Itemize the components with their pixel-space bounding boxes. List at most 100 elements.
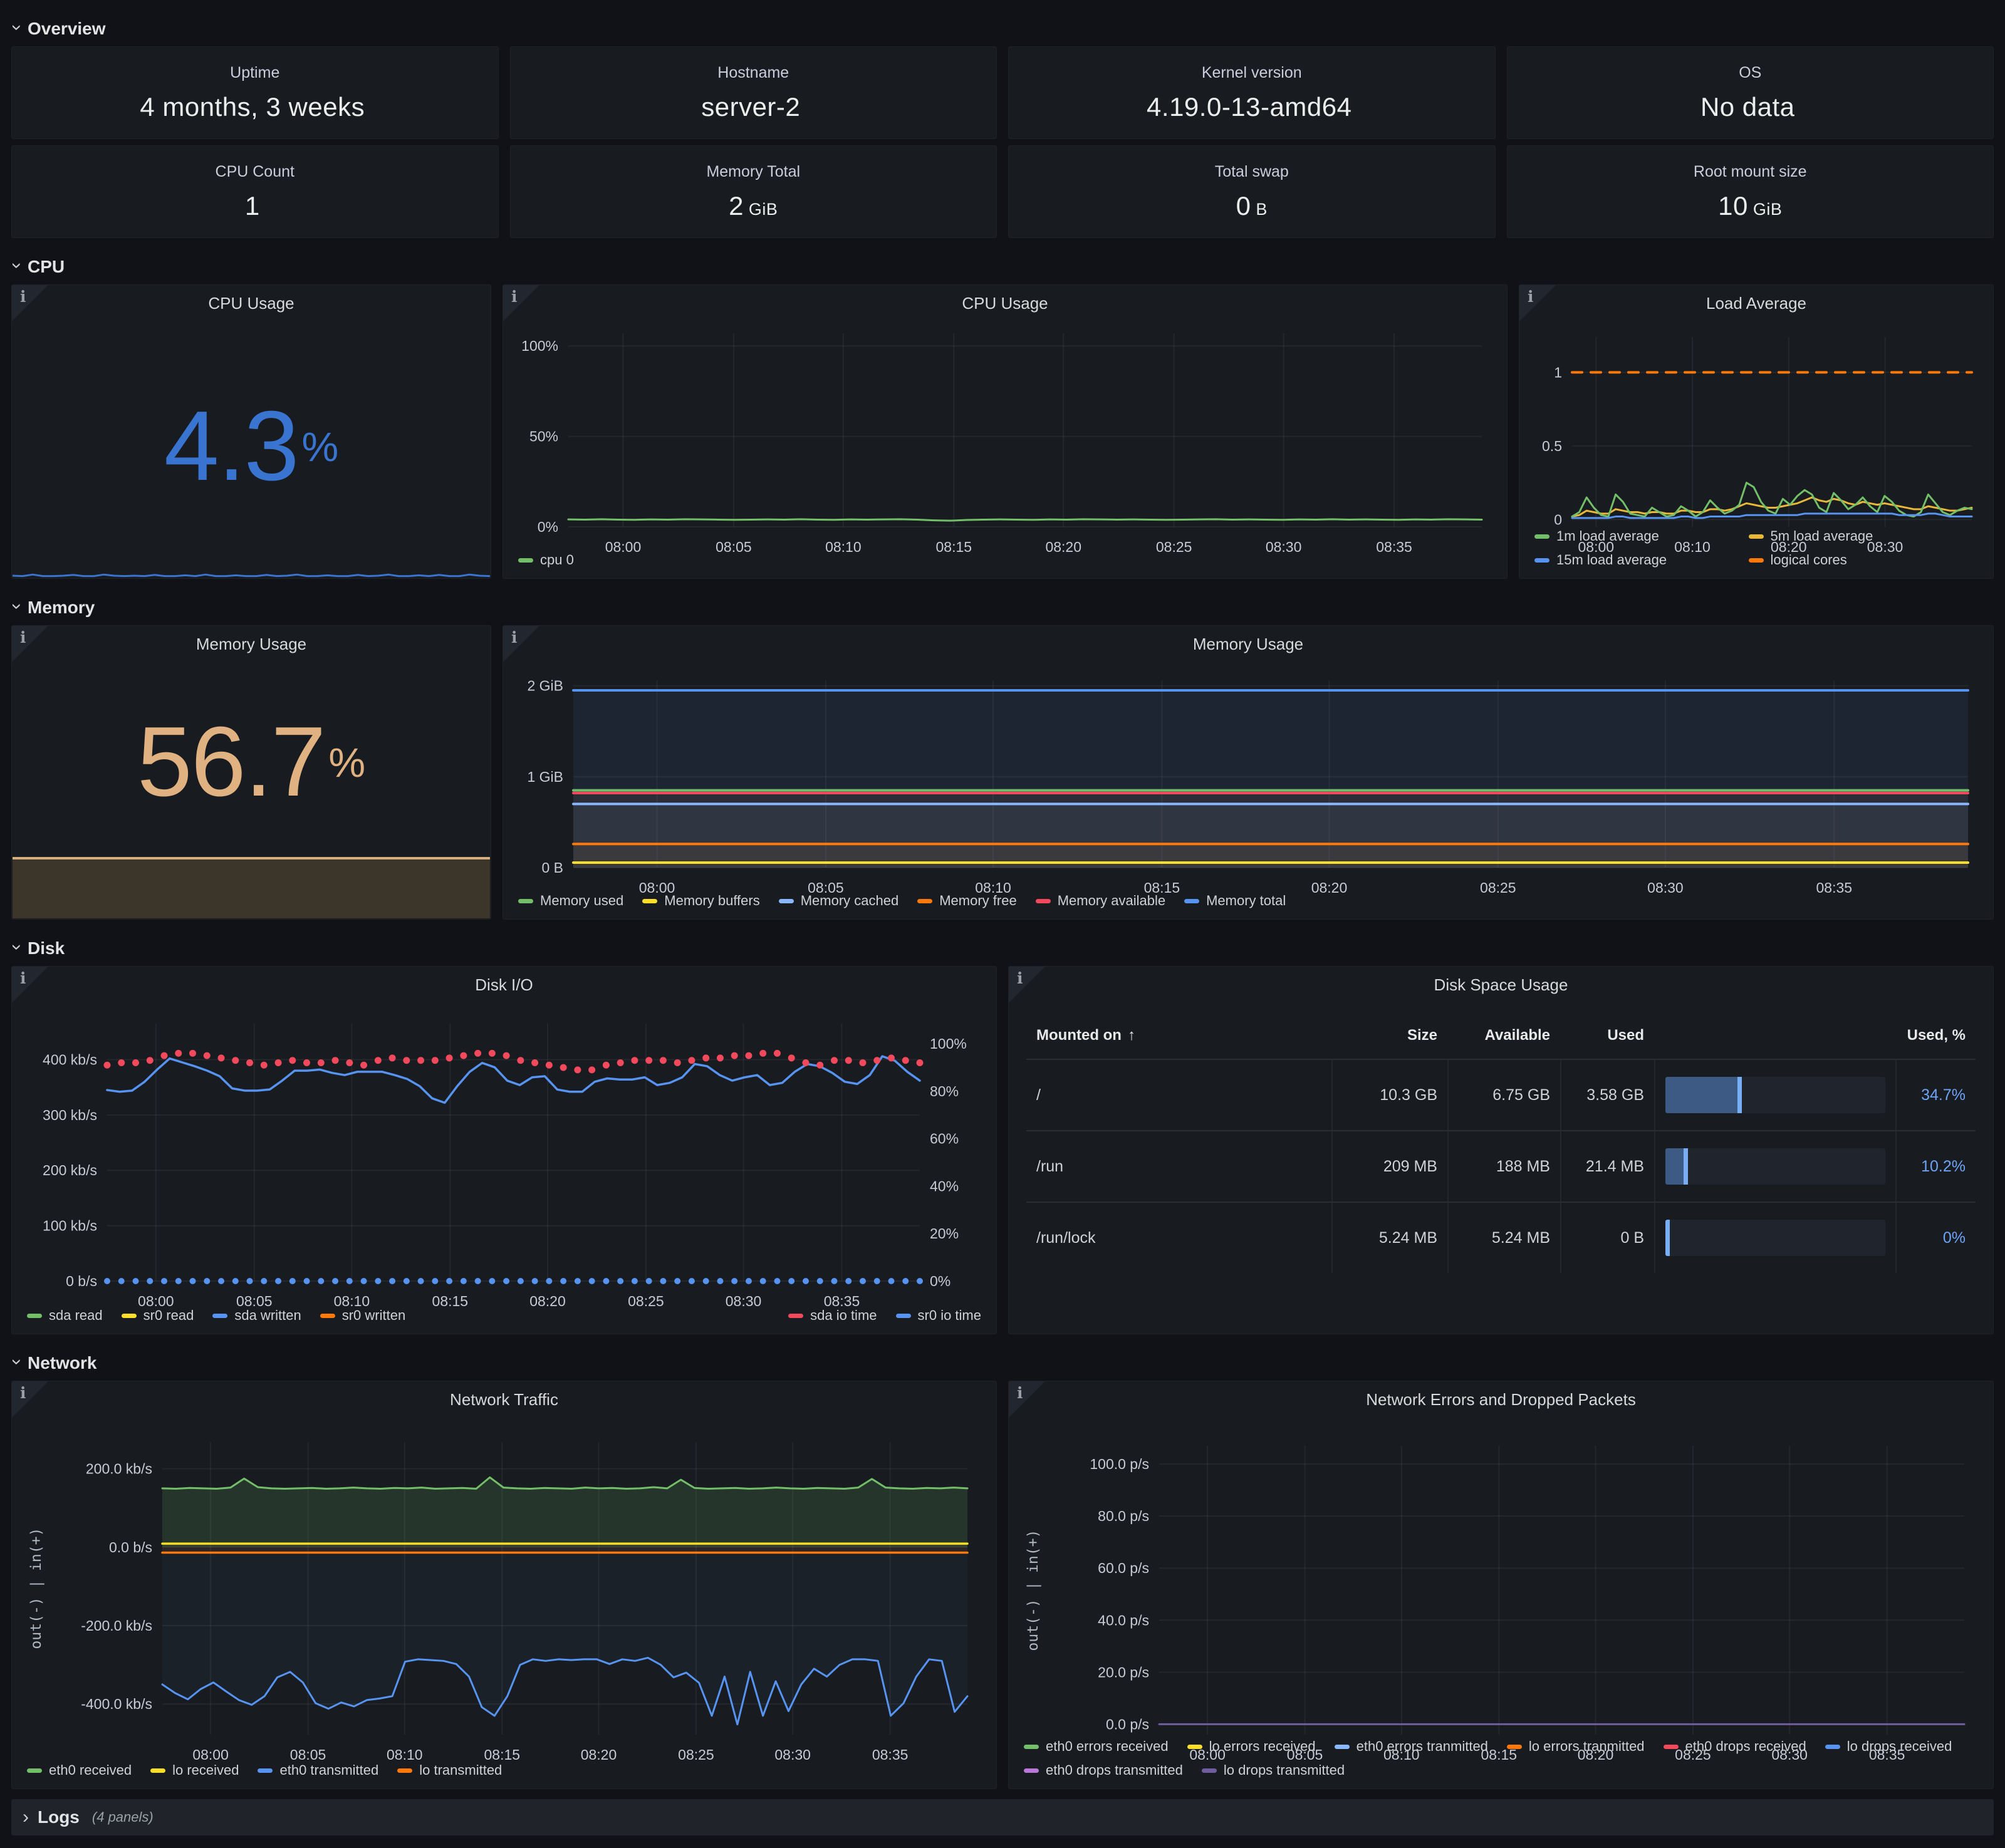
svg-text:08:10: 08:10 — [334, 1293, 370, 1309]
panel-title[interactable]: Disk Space Usage — [1009, 967, 1993, 996]
stat-value: No data — [1700, 92, 1800, 122]
stat-panel-kernel-version: Kernel version 4.19.0-13-amd64 — [1008, 46, 1496, 139]
mount-cell: /run — [1026, 1131, 1331, 1202]
cpu-usage-value: 4.3 % — [12, 314, 491, 578]
info-icon[interactable]: i — [1017, 1384, 1023, 1402]
svg-text:08:10: 08:10 — [825, 539, 862, 555]
stat-value: 4 months, 3 weeks — [140, 92, 370, 122]
panel-title[interactable]: Load Average — [1519, 285, 1993, 314]
usage-bar-track — [1665, 1077, 1885, 1113]
svg-text:0 b/s: 0 b/s — [66, 1273, 97, 1289]
info-icon[interactable]: i — [511, 628, 518, 646]
table-row: / 10.3 GB 6.75 GB 3.58 GB 34.7% — [1026, 1059, 1976, 1130]
memory-usage-plot[interactable]: 08:0008:0508:1008:1508:2008:2508:3008:35… — [503, 655, 1993, 889]
section-header-disk[interactable]: › Disk — [0, 926, 2005, 966]
disk-space-table: Mounted on↑ Size Available Used Used, % … — [1009, 996, 1993, 1273]
info-icon[interactable]: i — [20, 969, 26, 987]
column-header-mounted-on[interactable]: Mounted on↑ — [1026, 1012, 1331, 1059]
stat-label: OS — [1739, 64, 1761, 82]
svg-text:08:35: 08:35 — [824, 1293, 860, 1309]
section-header-network[interactable]: › Network — [0, 1341, 2005, 1381]
panel-info-corner[interactable] — [1009, 1381, 1045, 1418]
used-cell: 3.58 GB — [1560, 1060, 1654, 1130]
chevron-down-icon: › — [8, 262, 26, 269]
svg-text:08:35: 08:35 — [872, 1747, 909, 1763]
stat-value: 0B — [1236, 191, 1268, 221]
cpu-usage-plot[interactable]: 08:0008:0508:1008:1508:2008:2508:3008:35… — [503, 314, 1507, 548]
chart-canvas: 08:0008:0508:1008:1508:2008:2508:3008:35… — [503, 314, 1507, 564]
svg-text:100%: 100% — [521, 338, 558, 354]
svg-text:0%: 0% — [930, 1273, 950, 1289]
usage-bar-fill — [1665, 1148, 1688, 1185]
svg-text:08:15: 08:15 — [432, 1293, 469, 1309]
svg-text:08:30: 08:30 — [1266, 539, 1302, 555]
svg-text:08:20: 08:20 — [1578, 1747, 1614, 1763]
section-header-overview[interactable]: › Overview — [0, 6, 2005, 46]
chart-canvas: 08:0008:0508:1008:1508:2008:2508:3008:35… — [1009, 1411, 1993, 1775]
stat-value: 2GiB — [729, 191, 778, 221]
column-header-available[interactable]: Available — [1447, 1012, 1560, 1059]
info-icon[interactable]: i — [1528, 288, 1534, 306]
panel-info-corner[interactable] — [12, 626, 48, 662]
svg-text:100%: 100% — [930, 1036, 967, 1052]
panel-info-corner[interactable] — [12, 1381, 48, 1418]
memory-usage-fill-bar — [13, 857, 490, 918]
svg-text:08:10: 08:10 — [387, 1747, 423, 1763]
svg-text:08:25: 08:25 — [678, 1747, 714, 1763]
panel-title[interactable]: CPU Usage — [503, 285, 1507, 314]
info-icon[interactable]: i — [20, 1384, 26, 1402]
panel-info-corner[interactable] — [1009, 967, 1045, 1003]
svg-text:60%: 60% — [930, 1131, 959, 1147]
svg-text:0.0 p/s: 0.0 p/s — [1106, 1716, 1149, 1732]
panel-info-corner[interactable] — [503, 626, 539, 662]
panel-title[interactable]: Memory Usage — [503, 626, 1993, 655]
info-icon[interactable]: i — [1017, 969, 1023, 987]
column-header-used[interactable]: Used — [1560, 1012, 1654, 1059]
panel-info-corner[interactable] — [1519, 285, 1556, 321]
disk-io-plot[interactable]: 08:0008:0508:1008:1508:2008:2508:3008:35… — [12, 996, 996, 1304]
section-title: Network — [28, 1353, 96, 1373]
info-icon[interactable]: i — [20, 288, 26, 306]
load-average-plot[interactable]: 08:0008:1008:2008:3000.51 — [1519, 314, 1993, 524]
svg-text:80.0 p/s: 80.0 p/s — [1098, 1508, 1149, 1524]
column-header-size[interactable]: Size — [1331, 1012, 1447, 1059]
svg-text:08:20: 08:20 — [1311, 880, 1348, 896]
panel-info-corner[interactable] — [12, 967, 48, 1003]
svg-text:08:30: 08:30 — [1647, 880, 1684, 896]
svg-text:0 B: 0 B — [541, 859, 563, 876]
svg-text:40.0 p/s: 40.0 p/s — [1098, 1612, 1149, 1628]
svg-text:300 kb/s: 300 kb/s — [43, 1107, 97, 1123]
svg-text:08:35: 08:35 — [1816, 880, 1853, 896]
panel-title[interactable]: Network Errors and Dropped Packets — [1009, 1381, 1993, 1411]
panel-title[interactable]: Network Traffic — [12, 1381, 996, 1411]
overview-stats-row-1: Uptime 4 months, 3 weeks Hostname server… — [0, 46, 2005, 139]
panel-title[interactable]: Memory Usage — [12, 626, 491, 655]
svg-text:08:15: 08:15 — [484, 1747, 520, 1763]
info-icon[interactable]: i — [20, 628, 26, 646]
network-errors-plot[interactable]: 08:0008:0508:1008:1508:2008:2508:3008:35… — [1009, 1411, 1993, 1735]
cpu-usage-sparkline — [13, 548, 490, 578]
sparkline-canvas — [13, 548, 490, 578]
section-header-cpu[interactable]: › CPU — [0, 244, 2005, 284]
stat-label: Total swap — [1215, 163, 1289, 181]
used-cell: 0 B — [1560, 1203, 1654, 1273]
info-icon[interactable]: i — [511, 288, 518, 306]
svg-text:08:10: 08:10 — [975, 880, 1011, 896]
available-cell: 6.75 GB — [1447, 1060, 1560, 1130]
svg-text:400 kb/s: 400 kb/s — [43, 1051, 97, 1067]
svg-text:08:05: 08:05 — [236, 1293, 273, 1309]
stat-panel-hostname: Hostname server-2 — [510, 46, 997, 139]
panel-info-corner[interactable] — [503, 285, 539, 321]
panel-memory-usage-chart: i Memory Usage 08:0008:0508:1008:1508:20… — [503, 625, 1994, 920]
svg-text:0.0 b/s: 0.0 b/s — [109, 1539, 152, 1555]
column-header-used-pct[interactable]: Used, % — [1895, 1012, 1976, 1059]
stat-value: 10GiB — [1718, 191, 1782, 221]
panel-title[interactable]: CPU Usage — [12, 285, 491, 314]
panel-title[interactable]: Disk I/O — [12, 967, 996, 996]
panel-cpu-usage-chart: i CPU Usage 08:0008:0508:1008:1508:2008:… — [503, 284, 1508, 579]
section-header-memory[interactable]: › Memory — [0, 585, 2005, 625]
stat-label: Kernel version — [1202, 64, 1302, 82]
section-header-logs[interactable]: › Logs (4 panels) — [11, 1799, 1994, 1835]
panel-info-corner[interactable] — [12, 285, 48, 321]
network-traffic-plot[interactable]: 08:0008:0508:1008:1508:2008:2508:3008:35… — [12, 1411, 996, 1758]
